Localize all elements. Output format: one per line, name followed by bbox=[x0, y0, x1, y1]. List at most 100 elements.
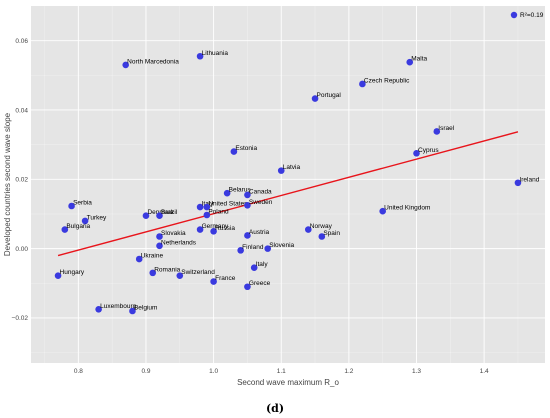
point-label: Malta bbox=[411, 56, 427, 63]
point-label: Brazil bbox=[161, 209, 178, 216]
x-tick-label: 1.1 bbox=[277, 368, 286, 375]
grid-lines bbox=[31, 6, 545, 363]
data-point bbox=[149, 269, 157, 277]
data-point bbox=[311, 95, 319, 102]
point-label: Slovakia bbox=[161, 230, 186, 237]
data-point bbox=[196, 203, 204, 211]
x-tick-label: 1.3 bbox=[412, 368, 421, 375]
point-label: Switzerland bbox=[181, 269, 215, 276]
y-tick-label: −0.02 bbox=[12, 315, 29, 322]
data-point bbox=[203, 211, 211, 219]
y-axis-label: Developed countries second wave slope bbox=[3, 112, 12, 256]
data-point bbox=[61, 226, 69, 233]
x-tick-label: 0.8 bbox=[74, 368, 83, 375]
point-label: Russia bbox=[215, 225, 235, 232]
data-point bbox=[413, 150, 420, 157]
point-label: Denmark bbox=[147, 209, 174, 216]
data-point bbox=[264, 245, 272, 252]
data-point bbox=[68, 202, 75, 210]
data-point bbox=[250, 264, 258, 271]
trend-line bbox=[57, 131, 519, 257]
point-label: Sweden bbox=[249, 199, 273, 206]
data-point bbox=[318, 233, 326, 240]
data-point bbox=[244, 191, 251, 199]
data-point bbox=[156, 212, 163, 219]
y-tick-label: 0.04 bbox=[15, 107, 28, 114]
point-label: Netherlands bbox=[161, 239, 197, 246]
y-tick-label: 0.00 bbox=[15, 246, 28, 253]
data-point bbox=[129, 307, 136, 315]
point-label: Belarus bbox=[229, 187, 252, 194]
data-point bbox=[196, 52, 204, 60]
data-point bbox=[196, 226, 204, 233]
axis-ticks: 0.8 0.9 1.0 1.1 1.2 1.3 1.4 −0.02 0.00 0.02 0.04 0.… bbox=[12, 38, 489, 375]
point-label: Portugal bbox=[317, 92, 342, 99]
data-point bbox=[54, 272, 62, 279]
point-label: United Kingdom bbox=[384, 205, 430, 212]
point-label: Serbia bbox=[73, 199, 92, 206]
data-point bbox=[406, 58, 414, 66]
point-label: Czech Republic bbox=[364, 77, 410, 84]
data-point bbox=[244, 283, 251, 291]
legend-label: R²=0.19 bbox=[520, 12, 544, 19]
data-point bbox=[223, 189, 231, 197]
data-point bbox=[81, 217, 89, 225]
point-label: Belgium bbox=[134, 305, 157, 312]
point-label: Finland bbox=[242, 244, 264, 251]
x-tick-label: 1.2 bbox=[344, 368, 353, 375]
point-label: Turkey bbox=[87, 214, 107, 221]
point-label: France bbox=[215, 275, 236, 282]
point-label: Lithuania bbox=[202, 50, 229, 57]
point-label: Bulgaria bbox=[66, 223, 90, 230]
data-point bbox=[514, 179, 522, 187]
data-point bbox=[203, 203, 211, 211]
data-point bbox=[433, 128, 441, 135]
point-label: Latvia bbox=[283, 164, 301, 171]
point-label: Italy bbox=[256, 261, 269, 268]
point-label: North Marcedonia bbox=[127, 58, 179, 65]
data-point bbox=[244, 201, 251, 209]
plot-background bbox=[31, 6, 545, 363]
data-point bbox=[135, 255, 143, 263]
x-axis-label: Second wave maximum R_o bbox=[237, 378, 339, 387]
point-label: Ireland bbox=[519, 176, 539, 183]
point-label: Austria bbox=[249, 229, 270, 236]
point-label: Norway bbox=[310, 223, 333, 230]
data-point bbox=[210, 278, 217, 285]
point-label: Canada bbox=[249, 188, 272, 195]
point-label: Poland bbox=[208, 209, 229, 216]
point-label: Germany bbox=[202, 223, 229, 230]
data-point bbox=[230, 148, 238, 155]
point-label: Estonia bbox=[235, 145, 257, 152]
point-label: Romania bbox=[154, 266, 180, 273]
point-label: Slovenia bbox=[269, 242, 294, 249]
legend-marker bbox=[510, 11, 518, 19]
point-label: Hungary bbox=[60, 269, 85, 276]
legend: R²=0.19 bbox=[510, 11, 544, 19]
data-point bbox=[277, 167, 285, 174]
data-point bbox=[176, 272, 184, 279]
x-tick-label: 0.9 bbox=[141, 368, 150, 375]
point-label: United States bbox=[208, 201, 248, 208]
data-point bbox=[156, 242, 163, 250]
data-point bbox=[237, 247, 244, 254]
y-tick-label: 0.06 bbox=[15, 38, 28, 45]
data-point bbox=[95, 305, 102, 313]
point-label: Israel bbox=[438, 125, 454, 132]
data-point bbox=[359, 80, 366, 88]
data-point bbox=[304, 226, 312, 233]
point-label: Spain bbox=[323, 230, 340, 237]
data-point bbox=[142, 212, 150, 219]
figure-caption: (d) bbox=[266, 402, 284, 415]
point-label: Greece bbox=[249, 280, 271, 287]
y-tick-label: 0.02 bbox=[15, 177, 28, 184]
data-point bbox=[379, 207, 386, 215]
data-point bbox=[156, 233, 163, 240]
data-point bbox=[122, 61, 129, 69]
x-tick-label: 1.4 bbox=[480, 368, 489, 375]
data-point bbox=[210, 227, 217, 235]
point-label: Luxembourg bbox=[100, 303, 137, 310]
data-point bbox=[244, 232, 251, 239]
data-points: Lithuania North Marcedonia Malta Czech Repu… bbox=[54, 50, 540, 315]
